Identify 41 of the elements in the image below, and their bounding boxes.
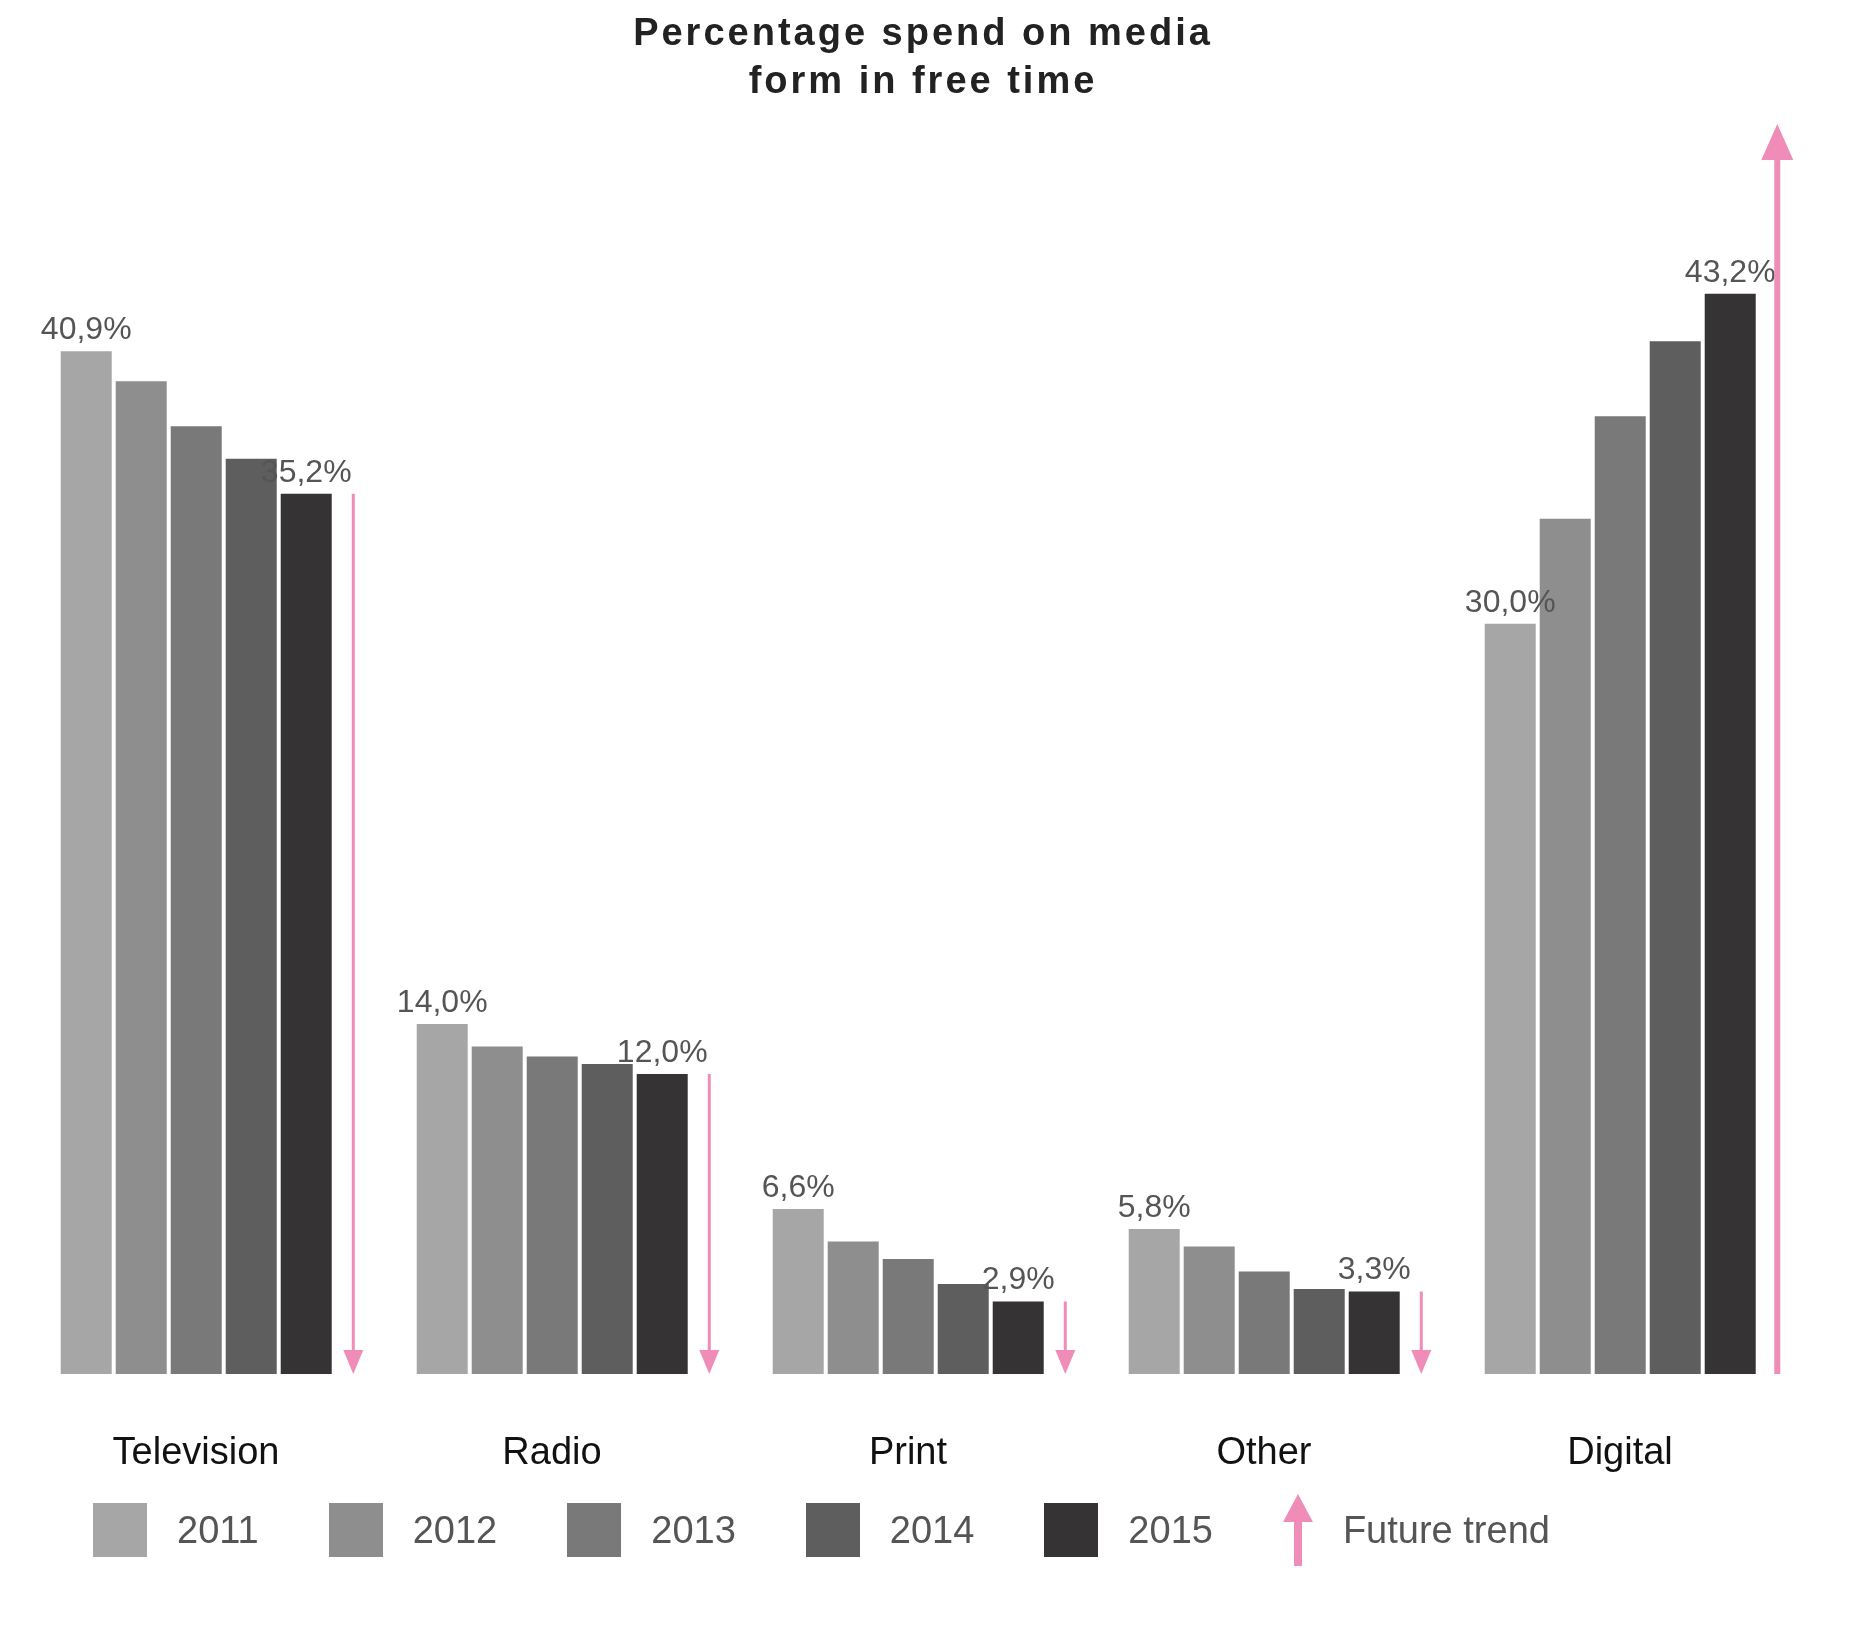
bar <box>115 381 167 1374</box>
x-tick-label: Television <box>112 1429 280 1472</box>
bar <box>1704 293 1756 1374</box>
bar <box>1128 1228 1180 1374</box>
bar <box>827 1241 879 1374</box>
legend-label: 2014 <box>889 1508 975 1552</box>
bar <box>1293 1288 1345 1374</box>
legend-label: 2015 <box>1128 1508 1213 1552</box>
bar <box>280 493 332 1374</box>
bar <box>416 1023 468 1374</box>
data-label: 2,9% <box>981 1260 1055 1297</box>
data-label: 40,9% <box>40 310 132 347</box>
bar <box>992 1301 1044 1374</box>
data-label: 14,0% <box>396 982 488 1019</box>
bar <box>1484 623 1536 1374</box>
bar <box>526 1056 578 1374</box>
data-label: 43,2% <box>1684 252 1776 289</box>
bar <box>60 351 112 1374</box>
text: Future trend <box>1342 1508 1550 1552</box>
legend-label: 2012 <box>412 1508 498 1552</box>
bar <box>471 1046 523 1374</box>
bar <box>1348 1291 1400 1374</box>
bar <box>1238 1271 1290 1374</box>
x-tick-label: Radio <box>502 1429 602 1472</box>
data-label: 3,3% <box>1337 1250 1411 1287</box>
x-tick-label: Other <box>1216 1429 1312 1472</box>
bar <box>1594 416 1646 1374</box>
x-tick-label: Digital <box>1567 1429 1673 1472</box>
legend-label: 2013 <box>651 1508 736 1552</box>
bar <box>1649 341 1701 1374</box>
bar <box>882 1258 934 1374</box>
data-label: 12,0% <box>616 1032 708 1069</box>
data-label: 5,8% <box>1117 1187 1191 1224</box>
data-label: 6,6% <box>761 1167 835 1204</box>
bar <box>772 1208 824 1374</box>
chart-title: Percentage spend on media form in free time <box>632 10 1214 103</box>
bar <box>636 1073 688 1374</box>
x-tick-label: Print <box>868 1429 948 1472</box>
bar <box>170 426 222 1374</box>
legend-label: 2011 <box>177 1508 259 1552</box>
bar <box>1183 1246 1235 1374</box>
